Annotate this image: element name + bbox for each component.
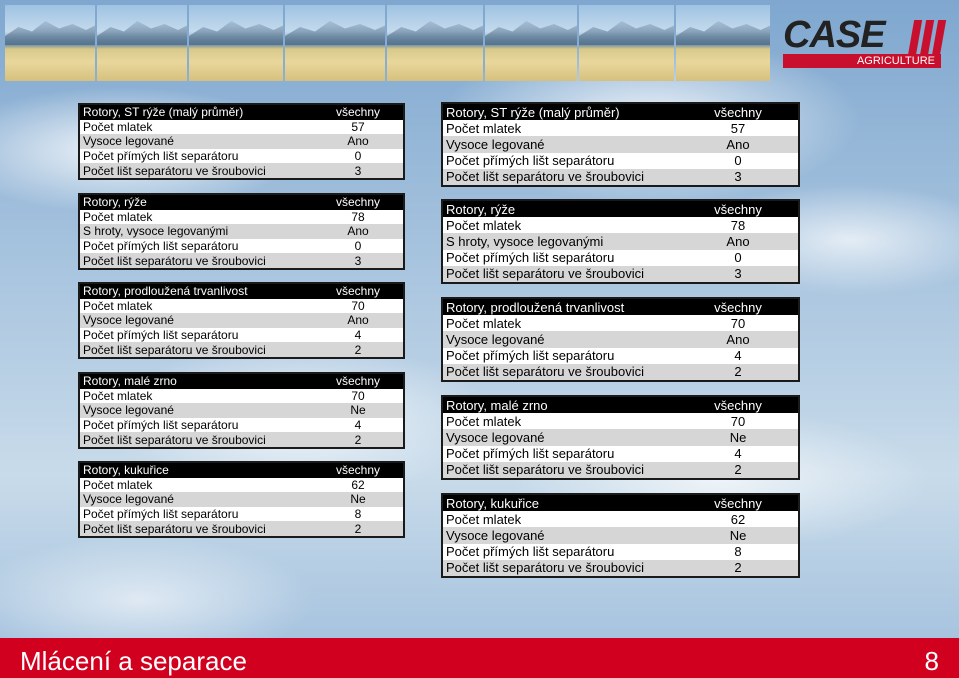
table-row: Počet mlatek 78: [443, 217, 798, 234]
left-table-kukurice: Rotory, kukuřice všechny Počet mlatek 62 V…: [78, 461, 405, 538]
table-row: Vysoce legované Ano: [80, 134, 403, 149]
table-row: Počet přímých lišt separátoru 8: [80, 506, 403, 522]
table-row: Počet lišt separátoru ve šroubovici 2: [443, 363, 798, 380]
table-row: Vysoce legované Ano: [80, 313, 403, 328]
left-table-st-ryze: Rotory, ST rýže (malý průměr) všechny Poč…: [78, 103, 405, 180]
table-row: Počet přímých lišt separátoru 0: [80, 238, 403, 254]
table-row: Počet lišt separátoru ve šroubovici 2: [80, 432, 403, 447]
table-row: Počet mlatek 62: [80, 477, 403, 493]
right-table-prodlouzena: Rotory, prodloužená trvanlivost všechny P…: [441, 297, 800, 382]
logo-bars-icon: [907, 20, 947, 56]
table-row: Počet mlatek 57: [80, 119, 403, 135]
table-row: Počet lišt separátoru ve šroubovici 2: [443, 461, 798, 478]
table-row: Počet mlatek 70: [443, 315, 798, 332]
logo-brand: CASE: [783, 14, 886, 56]
table-row: Počet lišt separátoru ve šroubovici 3: [80, 253, 403, 268]
table-row: Počet lišt separátoru ve šroubovici 3: [443, 168, 798, 185]
table-row: Počet lišt separátoru ve šroubovici 3: [443, 265, 798, 282]
table-header: Rotory, prodloužená trvanlivost všechny: [80, 284, 403, 299]
table-row: Počet lišt separátoru ve šroubovici 2: [443, 559, 798, 576]
left-table-prodlouzena: Rotory, prodloužená trvanlivost všechny P…: [78, 282, 405, 359]
table-header: Rotory, ST rýže (malý průměr) všechny: [443, 104, 798, 121]
table-row: Počet lišt separátoru ve šroubovici 2: [80, 521, 403, 536]
table-row: Počet přímých lišt separátoru 4: [443, 445, 798, 462]
table-row: Počet přímých lišt separátoru 8: [443, 543, 798, 560]
logo-division: AGRICULTURE: [783, 54, 941, 68]
footer-bar: Mlácení a separace 8: [0, 638, 959, 678]
field-photo: [579, 5, 674, 81]
table-header: Rotory, prodloužená trvanlivost všechny: [443, 299, 798, 316]
table-row: Počet lišt separátoru ve šroubovici 2: [80, 342, 403, 357]
right-table-ryze: Rotory, rýže všechny Počet mlatek 78 S hro…: [441, 199, 800, 284]
right-table-kukurice: Rotory, kukuřice všechny Počet mlatek 62 V…: [441, 493, 800, 578]
table-header: Rotory, malé zrno všechny: [80, 374, 403, 389]
field-photo: [676, 5, 770, 81]
table-row: Počet lišt separátoru ve šroubovici 3: [80, 163, 403, 178]
table-row: Počet mlatek 62: [443, 511, 798, 528]
table-row: Počet mlatek 57: [443, 120, 798, 137]
table-row: Počet přímých lišt separátoru 0: [443, 249, 798, 266]
table-row: Vysoce legované Ne: [443, 527, 798, 544]
table-header: Rotory, kukuřice všechny: [80, 463, 403, 478]
table-row: Počet přímých lišt separátoru 4: [443, 347, 798, 364]
field-photo: [285, 5, 385, 81]
left-table-male-zrno: Rotory, malé zrno všechny Počet mlatek 70 …: [78, 372, 405, 449]
page-number: 8: [924, 646, 939, 676]
table-row: Počet mlatek 70: [80, 388, 403, 404]
table-row: S hroty, vysoce legovanými Ano: [443, 233, 798, 250]
table-row: Počet přímých lišt separátoru 4: [80, 327, 403, 343]
table-row: Počet mlatek 78: [80, 209, 403, 225]
table-row: S hroty, vysoce legovanými Ano: [80, 224, 403, 239]
table-row: Počet přímých lišt separátoru 4: [80, 417, 403, 433]
table-header: Rotory, kukuřice všechny: [443, 495, 798, 512]
table-row: Počet mlatek 70: [80, 298, 403, 314]
right-table-st-ryze: Rotory, ST rýže (malý průměr) všechny Poč…: [441, 102, 800, 187]
table-header: Rotory, ST rýže (malý průměr) všechny: [80, 105, 403, 120]
table-row: Vysoce legované Ne: [80, 492, 403, 507]
left-table-ryze: Rotory, rýže všechny Počet mlatek 78 S hro…: [78, 193, 405, 270]
right-table-male-zrno: Rotory, malé zrno všechny Počet mlatek 70 …: [441, 395, 800, 480]
field-photo: [189, 5, 283, 81]
slide-title: Mlácení a separace: [20, 646, 247, 676]
case-agriculture-logo: CASE AGRICULTURE: [779, 12, 949, 68]
table-row: Počet mlatek 70: [443, 413, 798, 430]
table-header: Rotory, rýže všechny: [443, 201, 798, 218]
landscape-photo-strip: [0, 0, 770, 82]
field-photo: [387, 5, 483, 81]
field-photo: [97, 5, 187, 81]
table-row: Vysoce legované Ano: [443, 136, 798, 153]
field-photo: [5, 5, 95, 81]
table-row: Vysoce legované Ne: [443, 429, 798, 446]
table-row: Vysoce legované Ne: [80, 403, 403, 418]
table-row: Vysoce legované Ano: [443, 331, 798, 348]
table-row: Počet přímých lišt separátoru 0: [80, 148, 403, 164]
field-photo: [485, 5, 577, 81]
table-row: Počet přímých lišt separátoru 0: [443, 152, 798, 169]
table-header: Rotory, rýže všechny: [80, 195, 403, 210]
table-header: Rotory, malé zrno všechny: [443, 397, 798, 414]
